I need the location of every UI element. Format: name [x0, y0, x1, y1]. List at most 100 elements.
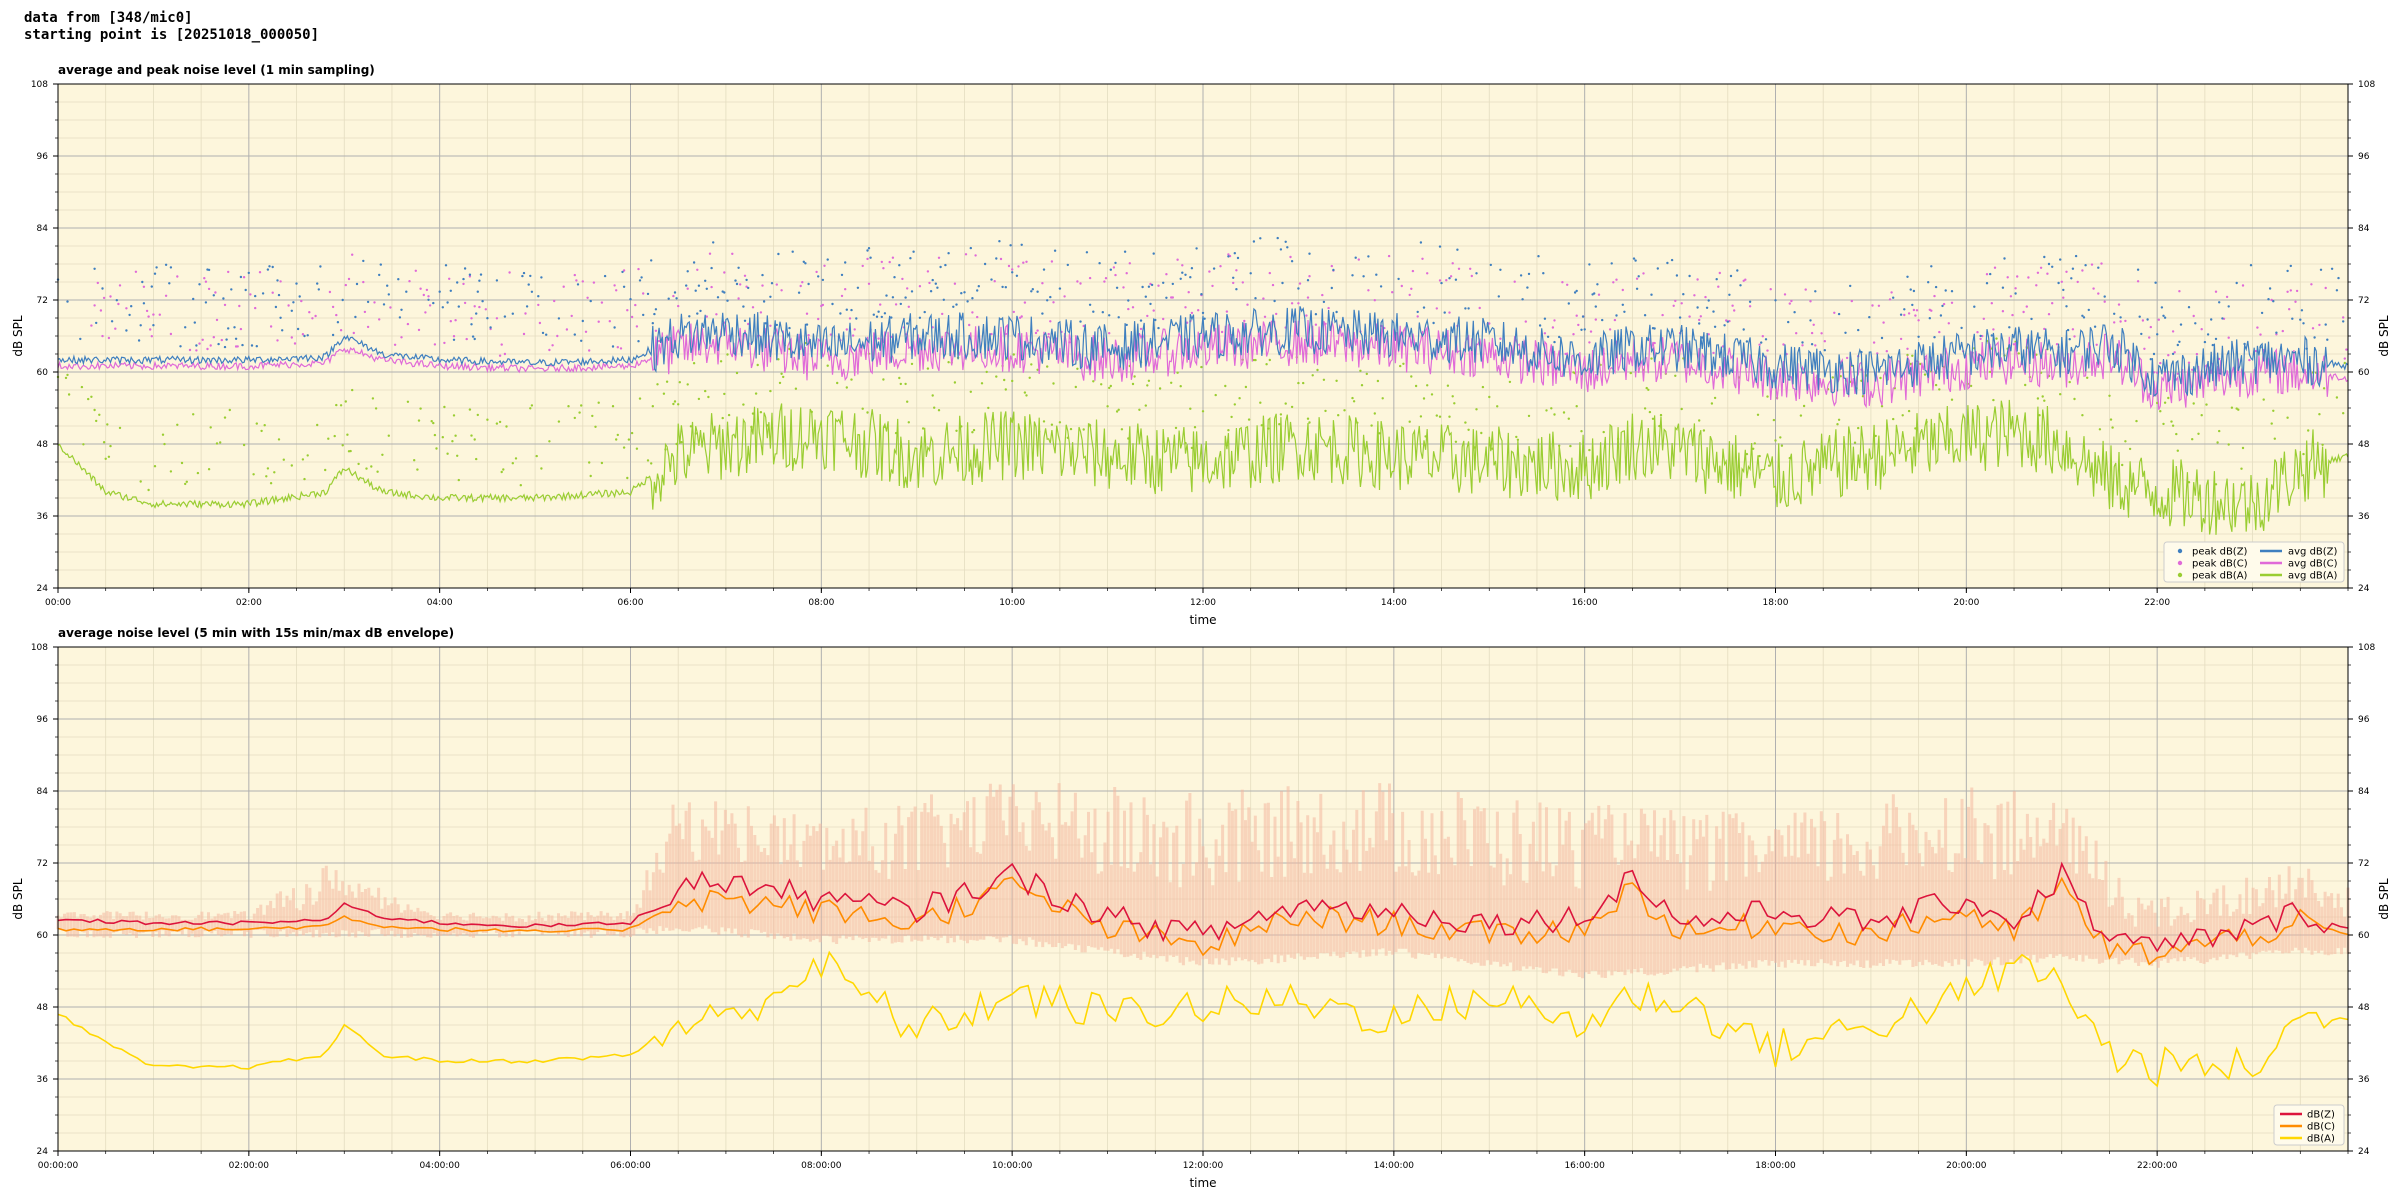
- peak-point: [104, 457, 107, 460]
- peak-point: [1950, 301, 1954, 304]
- peak-point: [2227, 443, 2230, 446]
- peak-point: [1698, 322, 1701, 325]
- peak-point: [2068, 338, 2071, 341]
- peak-point: [462, 277, 465, 281]
- peak-point: [723, 392, 726, 396]
- page-header: data from [348/mic0] starting point is […: [24, 10, 319, 44]
- peak-point: [2254, 349, 2257, 353]
- peak-point: [217, 342, 220, 346]
- peak-point: [2335, 396, 2339, 399]
- peak-point: [929, 290, 933, 293]
- peak-point: [2068, 380, 2071, 384]
- peak-point: [301, 333, 305, 336]
- peak-point: [1736, 269, 1739, 272]
- peak-point: [1467, 428, 1470, 431]
- peak-point: [726, 353, 729, 356]
- peak-point: [1550, 407, 1553, 410]
- peak-point: [931, 278, 934, 282]
- peak-point: [553, 299, 556, 303]
- peak-point: [1812, 323, 1815, 326]
- legend-swatch: [2177, 560, 2183, 566]
- peak-point: [2300, 309, 2304, 312]
- peak-point: [1567, 417, 1571, 420]
- peak-point: [511, 312, 514, 315]
- peak-point: [1990, 334, 1994, 337]
- peak-point: [1650, 293, 1653, 296]
- peak-point: [346, 433, 349, 436]
- peak-point: [735, 371, 739, 375]
- peak-point: [1125, 272, 1128, 275]
- peak-point: [1499, 337, 1502, 340]
- peak-point: [1621, 303, 1625, 306]
- peak-point: [1653, 327, 1656, 330]
- peak-point: [1254, 358, 1257, 362]
- peak-point: [414, 269, 417, 272]
- peak-point: [400, 308, 403, 311]
- peak-point: [761, 284, 764, 287]
- peak-point: [331, 305, 335, 309]
- peak-point: [1332, 268, 1335, 272]
- peak-point: [1707, 299, 1710, 302]
- peak-point: [1449, 275, 1453, 278]
- peak-point: [179, 345, 182, 348]
- peak-point: [893, 276, 896, 279]
- peak-point: [1241, 281, 1245, 284]
- peak-point: [2136, 268, 2140, 271]
- series-line-db-c-: [57, 876, 2349, 966]
- peak-point: [562, 285, 565, 288]
- peak-point: [2272, 409, 2275, 412]
- peak-point: [1678, 316, 1682, 319]
- peak-point: [1833, 311, 1836, 314]
- peak-point: [1802, 404, 1806, 408]
- peak-point: [1934, 383, 1938, 387]
- peak-point: [662, 392, 666, 395]
- peak-point: [2235, 281, 2238, 285]
- peak-point: [1615, 278, 1618, 281]
- peak-point: [66, 300, 69, 303]
- peak-point: [1122, 286, 1125, 289]
- peak-point: [1247, 418, 1251, 421]
- peak-point: [1989, 272, 1992, 276]
- peak-point: [1758, 343, 1761, 346]
- peak-point: [339, 404, 343, 407]
- peak-point: [1367, 289, 1370, 292]
- peak-point: [535, 454, 538, 458]
- peak-point: [128, 313, 131, 317]
- peak-point: [1577, 323, 1580, 327]
- peak-point: [2178, 290, 2181, 293]
- peak-point: [1311, 374, 1314, 377]
- peak-point: [219, 441, 222, 444]
- peak-point: [2003, 257, 2006, 260]
- peak-point: [435, 447, 438, 450]
- peak-point: [1767, 464, 1771, 467]
- peak-point: [944, 263, 947, 267]
- peak-point: [637, 340, 640, 343]
- peak-point: [588, 349, 591, 352]
- peak-point: [807, 282, 810, 286]
- peak-point: [1713, 325, 1717, 328]
- peak-point: [918, 316, 922, 319]
- peak-point: [743, 319, 747, 322]
- peak-point: [1739, 284, 1742, 287]
- peak-point: [723, 271, 726, 274]
- peak-point: [1012, 353, 1015, 356]
- peak-point: [928, 281, 931, 285]
- peak-point: [696, 312, 699, 315]
- peak-point: [378, 273, 381, 277]
- peak-point: [2310, 283, 2313, 286]
- peak-point: [1232, 276, 1235, 279]
- peak-point: [933, 406, 936, 409]
- peak-point: [1790, 299, 1793, 303]
- peak-point: [2342, 316, 2345, 319]
- peak-point: [2256, 326, 2259, 329]
- peak-point: [393, 343, 397, 346]
- peak-point: [303, 334, 306, 338]
- peak-point: [1440, 281, 1443, 285]
- peak-point: [1201, 410, 1205, 413]
- peak-point: [2319, 268, 2323, 271]
- peak-point: [1930, 265, 1933, 268]
- peak-point: [1104, 277, 1108, 280]
- peak-point: [1464, 421, 1467, 424]
- peak-point: [1519, 274, 1523, 277]
- peak-point: [1594, 318, 1598, 321]
